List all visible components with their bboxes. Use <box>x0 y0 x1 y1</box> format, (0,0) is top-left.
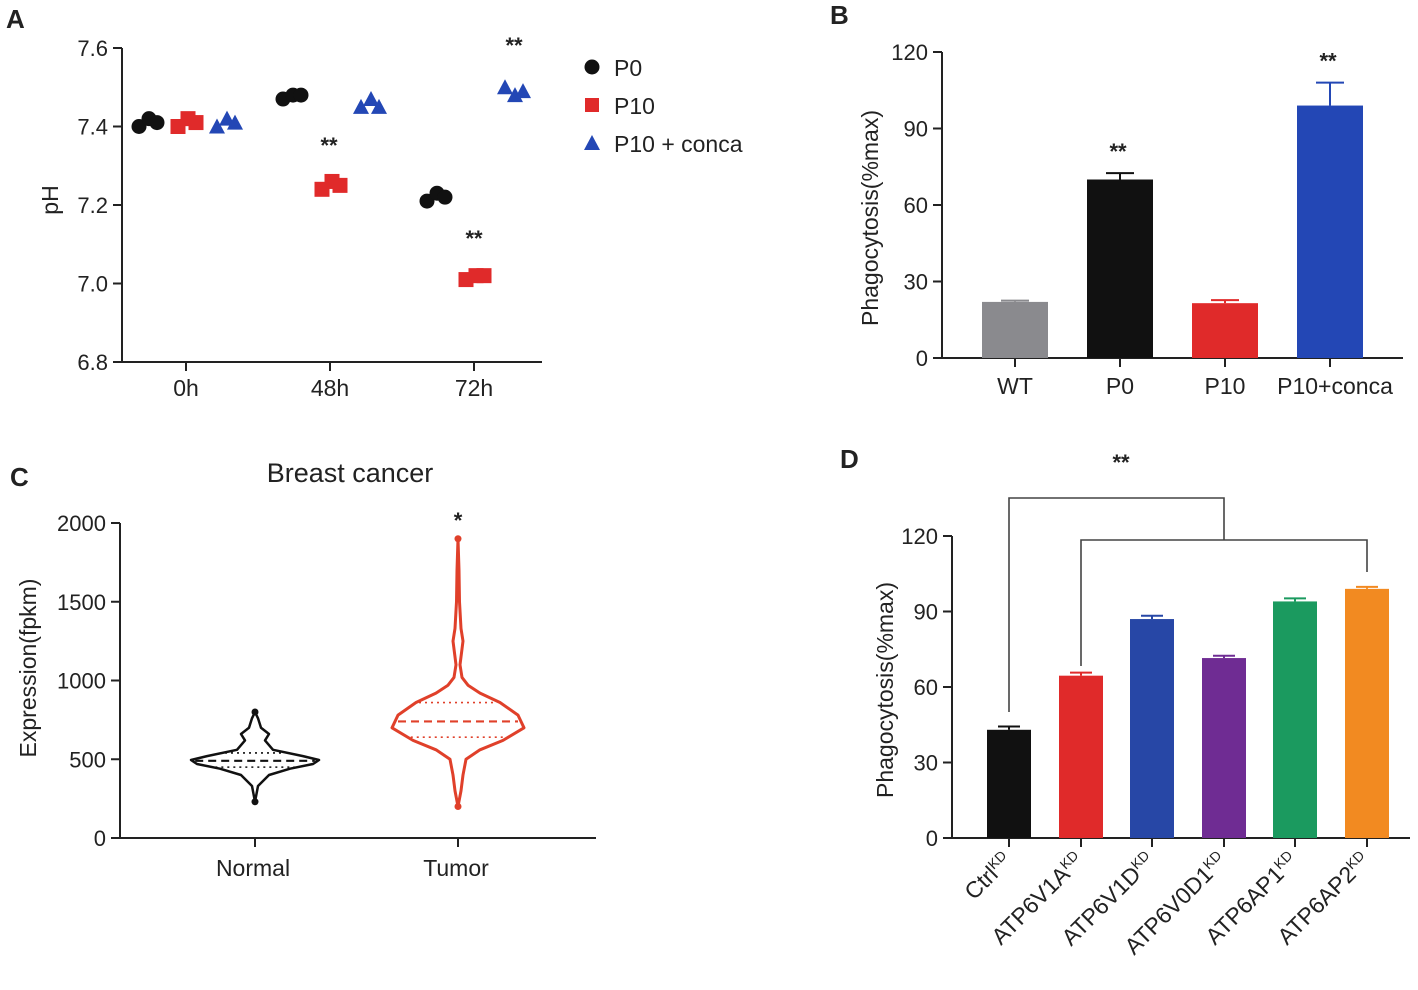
a-point-p10 <box>188 115 204 131</box>
c-y-tick-label: 2000 <box>57 511 106 536</box>
b-x-tick-label: P10 <box>1205 373 1246 399</box>
b-significance-marker: ** <box>1109 139 1127 164</box>
panel-label-d: D <box>840 444 859 474</box>
c-y-axis-title: Expression(fpkm) <box>15 579 41 758</box>
c-x-tick-label: Tumor <box>423 855 489 881</box>
a-significance-marker: ** <box>320 133 338 158</box>
d-y-tick-label: 0 <box>926 826 938 851</box>
a-point-p10-conca <box>219 110 235 126</box>
d-y-tick-label: 60 <box>914 675 938 700</box>
d-bar-atp6v1a <box>1059 675 1103 838</box>
c-tumor-max-point <box>454 535 462 543</box>
a-y-tick-label: 7.0 <box>77 272 108 297</box>
d-bar-atp6v0d1 <box>1202 658 1246 838</box>
b-x-tick-label: P10+conca <box>1277 373 1393 399</box>
a-legend-p0-marker <box>584 59 600 75</box>
c-y-tick-label: 0 <box>94 826 106 851</box>
c-significance-marker: * <box>454 508 463 533</box>
d-bar-atp6ap1 <box>1273 601 1317 838</box>
c-chart-title: Breast cancer <box>267 458 434 488</box>
a-y-tick-label: 7.4 <box>77 115 108 140</box>
d-y-tick-label: 30 <box>914 751 938 776</box>
a-legend-p10-label: P10 <box>614 93 655 119</box>
a-y-tick-label: 6.8 <box>77 350 108 375</box>
a-x-tick-label: 72h <box>455 375 493 401</box>
d-bar-atp6ap2 <box>1345 588 1389 838</box>
b-significance-marker: ** <box>1319 49 1337 74</box>
a-legend-p0-label: P0 <box>614 55 642 81</box>
d-y-axis-title: Phagocytosis(%max) <box>872 582 898 798</box>
a-significance-marker: ** <box>505 33 523 58</box>
a-point-p10 <box>332 177 348 193</box>
b-y-tick-label: 0 <box>916 346 928 371</box>
d-x-tick-label-ctrl: CtrlKD <box>959 847 1016 904</box>
a-point-p10-conca <box>227 114 243 130</box>
b-bar-p10 <box>1192 303 1258 358</box>
a-legend-p10-conca-marker <box>584 135 600 150</box>
panel-label-a: A <box>6 4 25 34</box>
b-y-tick-label: 60 <box>904 193 928 218</box>
panel-c-violin-chart: 0 500 1000 1500 2000 Breast cancer Expression(… <box>15 458 596 881</box>
a-point-p0 <box>437 189 453 205</box>
a-legend-p10-marker <box>585 98 599 112</box>
b-bar-p0 <box>1087 179 1153 358</box>
b-bar-wt <box>982 301 1048 358</box>
a-y-axis-title: pH <box>37 185 63 214</box>
a-point-p10-conca <box>363 91 379 107</box>
c-y-tick-label: 1500 <box>57 590 106 615</box>
d-y-tick-label: 120 <box>901 524 938 549</box>
c-violin-tumor <box>390 537 526 808</box>
c-x-tick-label: Normal <box>216 855 290 881</box>
d-bar-atp6v1d <box>1130 619 1174 838</box>
panel-b-phagocytosis-chart: 0 30 60 90 120 Phagocytosis(%max) WT P0 ** P10 P10… <box>857 40 1403 399</box>
b-y-tick-label: 90 <box>904 117 928 142</box>
d-y-tick-label: 90 <box>914 600 938 625</box>
d-bar-ctrl <box>987 729 1031 838</box>
a-significance-marker: ** <box>465 226 483 251</box>
d-significance-marker: ** <box>1112 450 1130 475</box>
d-significance-bracket-outer <box>1008 497 1225 712</box>
a-point-p10-conca <box>371 98 387 114</box>
panel-d-knockdown-chart: 0306090120Phagocytosis(%max)CtrlKDATP6V1… <box>872 450 1410 959</box>
a-point-p10 <box>476 268 492 284</box>
a-y-tick-label: 7.6 <box>77 36 108 61</box>
a-point-p0 <box>293 87 309 103</box>
a-point-p10-conca <box>353 98 369 114</box>
a-point-p10-conca <box>209 118 225 134</box>
a-point-p10-conca <box>515 83 531 99</box>
b-y-axis-title: Phagocytosis(%max) <box>857 110 883 326</box>
b-x-tick-label: P0 <box>1106 373 1134 399</box>
b-x-tick-label: WT <box>997 373 1033 399</box>
c-normal-max-point <box>251 708 259 716</box>
b-y-tick-label: 30 <box>904 270 928 295</box>
a-point-p10-conca <box>507 87 523 103</box>
b-y-tick-label: 120 <box>891 40 928 65</box>
a-point-p10-conca <box>497 79 513 95</box>
a-legend-p10-conca-label: P10 + conca <box>614 131 743 157</box>
panel-label-c: C <box>10 462 29 492</box>
a-y-tick-label: 7.2 <box>77 193 108 218</box>
d-significance-bracket-inner <box>1080 539 1368 666</box>
c-violin-normal <box>189 710 321 804</box>
panel-a-ph-chart: 6.8 7.0 7.2 7.4 7.6 0h 48h 72h pH ** ** ** P0 P10 P10 … <box>37 33 743 401</box>
a-x-tick-label: 0h <box>173 375 199 401</box>
c-normal-min-point <box>251 798 259 806</box>
c-y-tick-label: 1000 <box>57 669 106 694</box>
panel-label-b: B <box>830 0 849 30</box>
c-y-tick-label: 500 <box>69 747 106 772</box>
a-x-tick-label: 48h <box>311 375 349 401</box>
c-tumor-min-point <box>454 803 462 810</box>
a-point-p0 <box>149 115 165 131</box>
b-bar-p10-conca <box>1297 105 1363 358</box>
